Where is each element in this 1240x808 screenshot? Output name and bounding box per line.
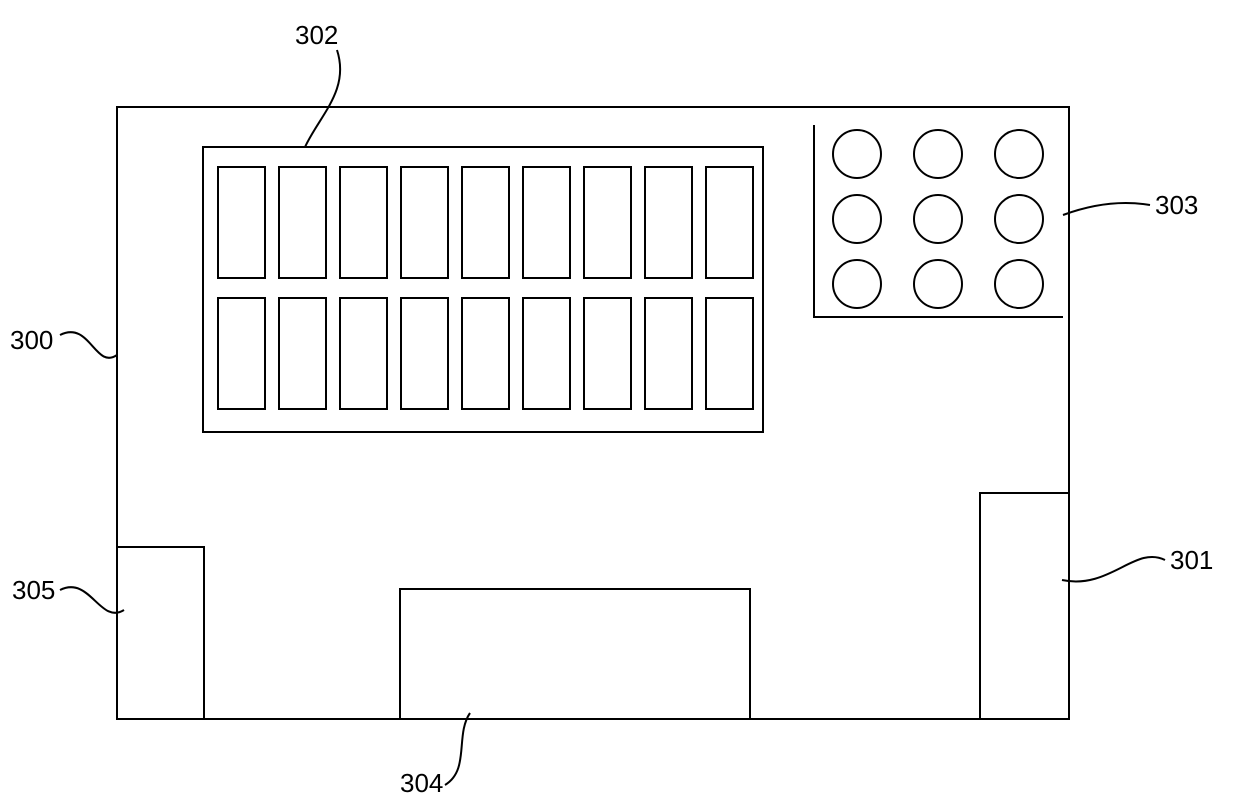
slot-302 [218, 167, 265, 278]
port-303 [833, 195, 881, 243]
leader-300 [60, 332, 117, 358]
label-300: 300 [10, 325, 53, 356]
port-303 [995, 260, 1043, 308]
block-301 [980, 493, 1069, 719]
slot-302 [218, 298, 265, 409]
slot-302 [584, 298, 631, 409]
slot-302 [340, 167, 387, 278]
leader-301 [1062, 557, 1165, 582]
slot-302 [523, 298, 570, 409]
port-303 [914, 130, 962, 178]
leader-302 [305, 50, 340, 147]
label-303: 303 [1155, 190, 1198, 221]
block-305 [117, 547, 204, 719]
diagram-svg [0, 0, 1240, 808]
block-304 [400, 589, 750, 719]
leader-305 [60, 587, 124, 613]
label-301: 301 [1170, 545, 1213, 576]
slot-302 [645, 298, 692, 409]
slot-region-302 [203, 147, 763, 432]
slot-302 [401, 298, 448, 409]
label-305: 305 [12, 575, 55, 606]
port-303 [914, 260, 962, 308]
leader-303 [1063, 203, 1150, 215]
port-303 [995, 130, 1043, 178]
leader-304 [445, 713, 470, 785]
label-302: 302 [295, 20, 338, 51]
slot-302 [462, 167, 509, 278]
label-304: 304 [400, 768, 443, 799]
slot-302 [645, 167, 692, 278]
port-303 [914, 195, 962, 243]
slot-302 [523, 167, 570, 278]
slot-302 [706, 167, 753, 278]
slot-302 [706, 298, 753, 409]
slot-302 [340, 298, 387, 409]
circle-region-303-border [814, 125, 1063, 317]
port-303 [833, 260, 881, 308]
slot-302 [279, 298, 326, 409]
slot-302 [279, 167, 326, 278]
port-303 [833, 130, 881, 178]
slot-302 [462, 298, 509, 409]
slot-302 [584, 167, 631, 278]
port-303 [995, 195, 1043, 243]
slot-302 [401, 167, 448, 278]
